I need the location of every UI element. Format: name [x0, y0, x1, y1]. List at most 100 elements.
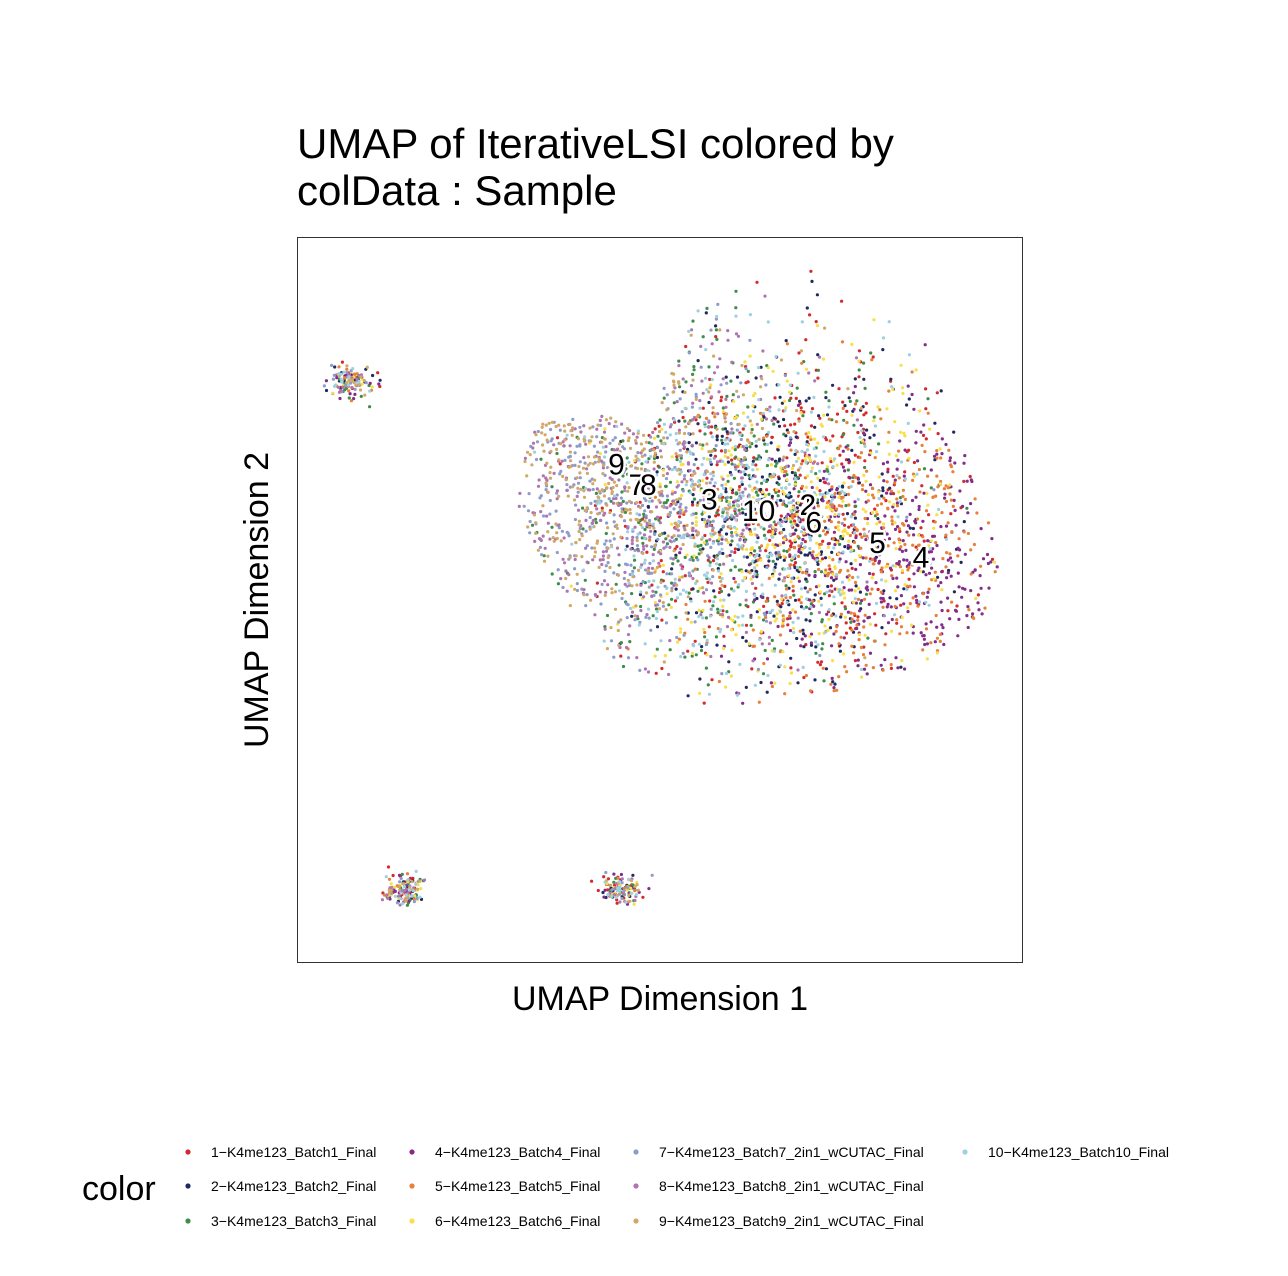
data-point — [692, 487, 696, 491]
data-point — [658, 418, 662, 422]
data-point — [813, 593, 817, 597]
data-point — [582, 588, 586, 592]
data-point — [716, 302, 720, 306]
data-point — [772, 475, 776, 479]
data-point — [796, 576, 800, 580]
data-point — [347, 389, 351, 393]
data-point — [864, 479, 868, 483]
data-point — [740, 482, 744, 486]
data-point — [854, 584, 858, 588]
data-point — [842, 418, 846, 422]
data-point — [832, 602, 836, 606]
data-point — [874, 623, 878, 627]
data-point — [813, 425, 817, 429]
data-point — [817, 546, 822, 550]
data-point — [771, 543, 775, 547]
data-point — [619, 496, 624, 500]
data-point — [604, 564, 608, 568]
data-point — [718, 598, 723, 603]
data-point — [830, 676, 834, 681]
data-point — [908, 526, 912, 530]
data-point — [684, 425, 688, 429]
data-point — [784, 339, 788, 343]
data-point — [796, 681, 800, 685]
data-point — [546, 554, 550, 558]
data-point — [597, 565, 601, 570]
data-point — [735, 503, 739, 507]
data-point — [795, 636, 799, 641]
data-point — [796, 371, 800, 375]
data-point — [789, 423, 793, 427]
data-point — [921, 592, 925, 596]
data-point — [770, 535, 775, 539]
data-point — [726, 479, 730, 483]
data-point — [690, 654, 694, 658]
data-point — [573, 451, 577, 455]
data-point — [793, 452, 797, 456]
data-point — [744, 506, 748, 510]
data-point — [794, 396, 798, 400]
data-point — [696, 544, 700, 548]
data-point — [976, 601, 980, 605]
data-point — [969, 589, 973, 593]
data-point — [691, 432, 695, 436]
data-point — [728, 553, 732, 558]
data-point — [906, 568, 910, 572]
data-point — [805, 306, 809, 310]
data-point — [743, 540, 747, 544]
data-point — [698, 399, 702, 403]
data-point — [735, 533, 739, 537]
data-point — [670, 567, 674, 571]
data-point — [639, 523, 643, 527]
data-point — [592, 444, 597, 448]
data-point — [741, 614, 745, 618]
data-point — [808, 587, 812, 592]
data-point — [636, 888, 640, 892]
data-point — [672, 549, 676, 553]
data-point — [831, 508, 835, 512]
data-point — [846, 468, 850, 472]
data-point — [866, 521, 870, 526]
data-point — [612, 537, 616, 541]
data-point — [665, 436, 670, 440]
data-point — [897, 527, 902, 531]
data-point — [578, 538, 582, 542]
data-point — [627, 499, 632, 503]
data-point — [932, 488, 936, 492]
data-point — [817, 529, 822, 533]
data-point — [615, 493, 619, 497]
data-point — [805, 442, 809, 447]
data-point — [844, 631, 849, 635]
data-point — [604, 539, 608, 543]
data-point — [868, 651, 873, 655]
data-point — [721, 646, 726, 651]
data-point — [715, 557, 720, 561]
data-point — [687, 591, 691, 595]
data-point — [757, 437, 761, 441]
data-point — [694, 511, 698, 516]
data-point — [789, 448, 793, 452]
data-point — [726, 474, 730, 478]
data-point — [890, 385, 894, 389]
data-point — [857, 586, 861, 591]
data-point — [642, 433, 646, 437]
data-point — [578, 471, 582, 475]
data-point — [799, 462, 804, 466]
data-point — [726, 541, 730, 545]
data-point — [755, 596, 759, 601]
data-point — [686, 595, 690, 599]
data-point — [611, 466, 615, 470]
data-point — [911, 478, 915, 482]
data-point — [853, 402, 858, 406]
data-point — [734, 289, 738, 293]
data-point — [352, 381, 356, 385]
data-point — [535, 440, 540, 444]
data-point — [757, 366, 761, 370]
data-point — [857, 633, 862, 637]
data-point — [857, 481, 862, 485]
data-point — [582, 593, 586, 597]
data-point — [799, 411, 803, 415]
data-point — [969, 548, 973, 552]
data-point — [368, 405, 372, 409]
data-point — [808, 551, 812, 555]
